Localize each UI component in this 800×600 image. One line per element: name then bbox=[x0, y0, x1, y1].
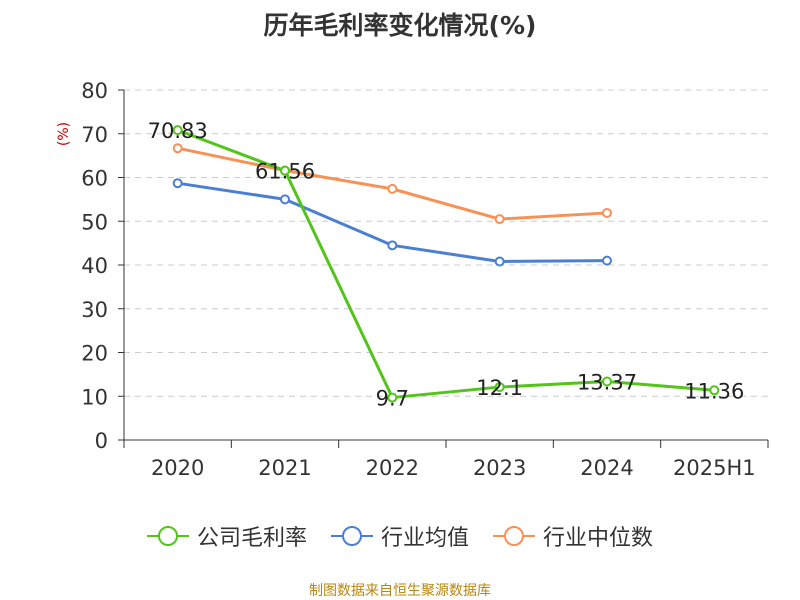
chart-legend: 公司毛利率 行业均值 行业中位数 bbox=[0, 520, 800, 552]
legend-item-industry-median[interactable]: 行业中位数 bbox=[493, 520, 653, 552]
legend-swatch-icon bbox=[330, 525, 373, 547]
data-point bbox=[494, 382, 505, 393]
legend-item-industry-mean[interactable]: 行业均值 bbox=[330, 520, 469, 552]
data-label: 9.7 bbox=[376, 387, 409, 411]
legend-label: 行业中位数 bbox=[543, 526, 654, 551]
y-tick-label: 70 bbox=[81, 123, 108, 147]
series-line bbox=[177, 146, 608, 221]
x-tick-label: 2025H1 bbox=[673, 456, 756, 480]
y-tick-label: 10 bbox=[81, 385, 108, 409]
x-tick-label: 2023 bbox=[473, 456, 526, 480]
chart-title: 历年毛利率变化情况(%) bbox=[263, 11, 537, 40]
legend-label: 行业均值 bbox=[380, 526, 469, 551]
y-tick-label: 60 bbox=[81, 167, 108, 191]
data-label: 12.1 bbox=[476, 376, 523, 400]
legend-swatch-icon bbox=[146, 525, 189, 547]
data-point bbox=[280, 194, 290, 205]
series-line bbox=[177, 128, 715, 400]
y-tick-label: 40 bbox=[81, 254, 108, 278]
data-label: 13.37 bbox=[577, 371, 637, 395]
legend-item-company[interactable]: 公司毛利率 bbox=[146, 520, 307, 552]
y-tick-label: 20 bbox=[81, 342, 108, 366]
x-tick-label: 2021 bbox=[258, 456, 311, 480]
data-point bbox=[602, 255, 612, 266]
x-tick-label: 2024 bbox=[580, 456, 633, 480]
data-point bbox=[172, 125, 183, 136]
data-label: 11.36 bbox=[684, 379, 744, 403]
y-tick-label: 80 bbox=[81, 79, 108, 103]
x-tick-label: 2022 bbox=[366, 456, 419, 480]
legend-swatch-icon bbox=[493, 525, 535, 547]
data-label: 61.56 bbox=[255, 160, 315, 184]
x-tick-label: 2020 bbox=[151, 456, 204, 480]
data-point bbox=[602, 376, 612, 387]
legend-label: 公司毛利率 bbox=[196, 526, 307, 551]
data-point bbox=[494, 214, 505, 225]
data-point bbox=[387, 240, 398, 251]
y-tick-label: 50 bbox=[81, 210, 108, 234]
y-tick-label: 30 bbox=[81, 298, 108, 322]
data-label: 70.83 bbox=[148, 119, 208, 143]
data-point bbox=[494, 256, 505, 267]
data-point bbox=[172, 143, 183, 154]
data-point bbox=[387, 183, 398, 194]
data-point bbox=[172, 178, 183, 189]
y-tick-label: 0 bbox=[95, 429, 108, 453]
data-point bbox=[387, 392, 398, 403]
data-point bbox=[602, 207, 612, 218]
data-point bbox=[280, 165, 290, 176]
data-point bbox=[709, 385, 720, 396]
data-source-note: 制图数据来自恒生聚源数据库 bbox=[309, 583, 491, 599]
